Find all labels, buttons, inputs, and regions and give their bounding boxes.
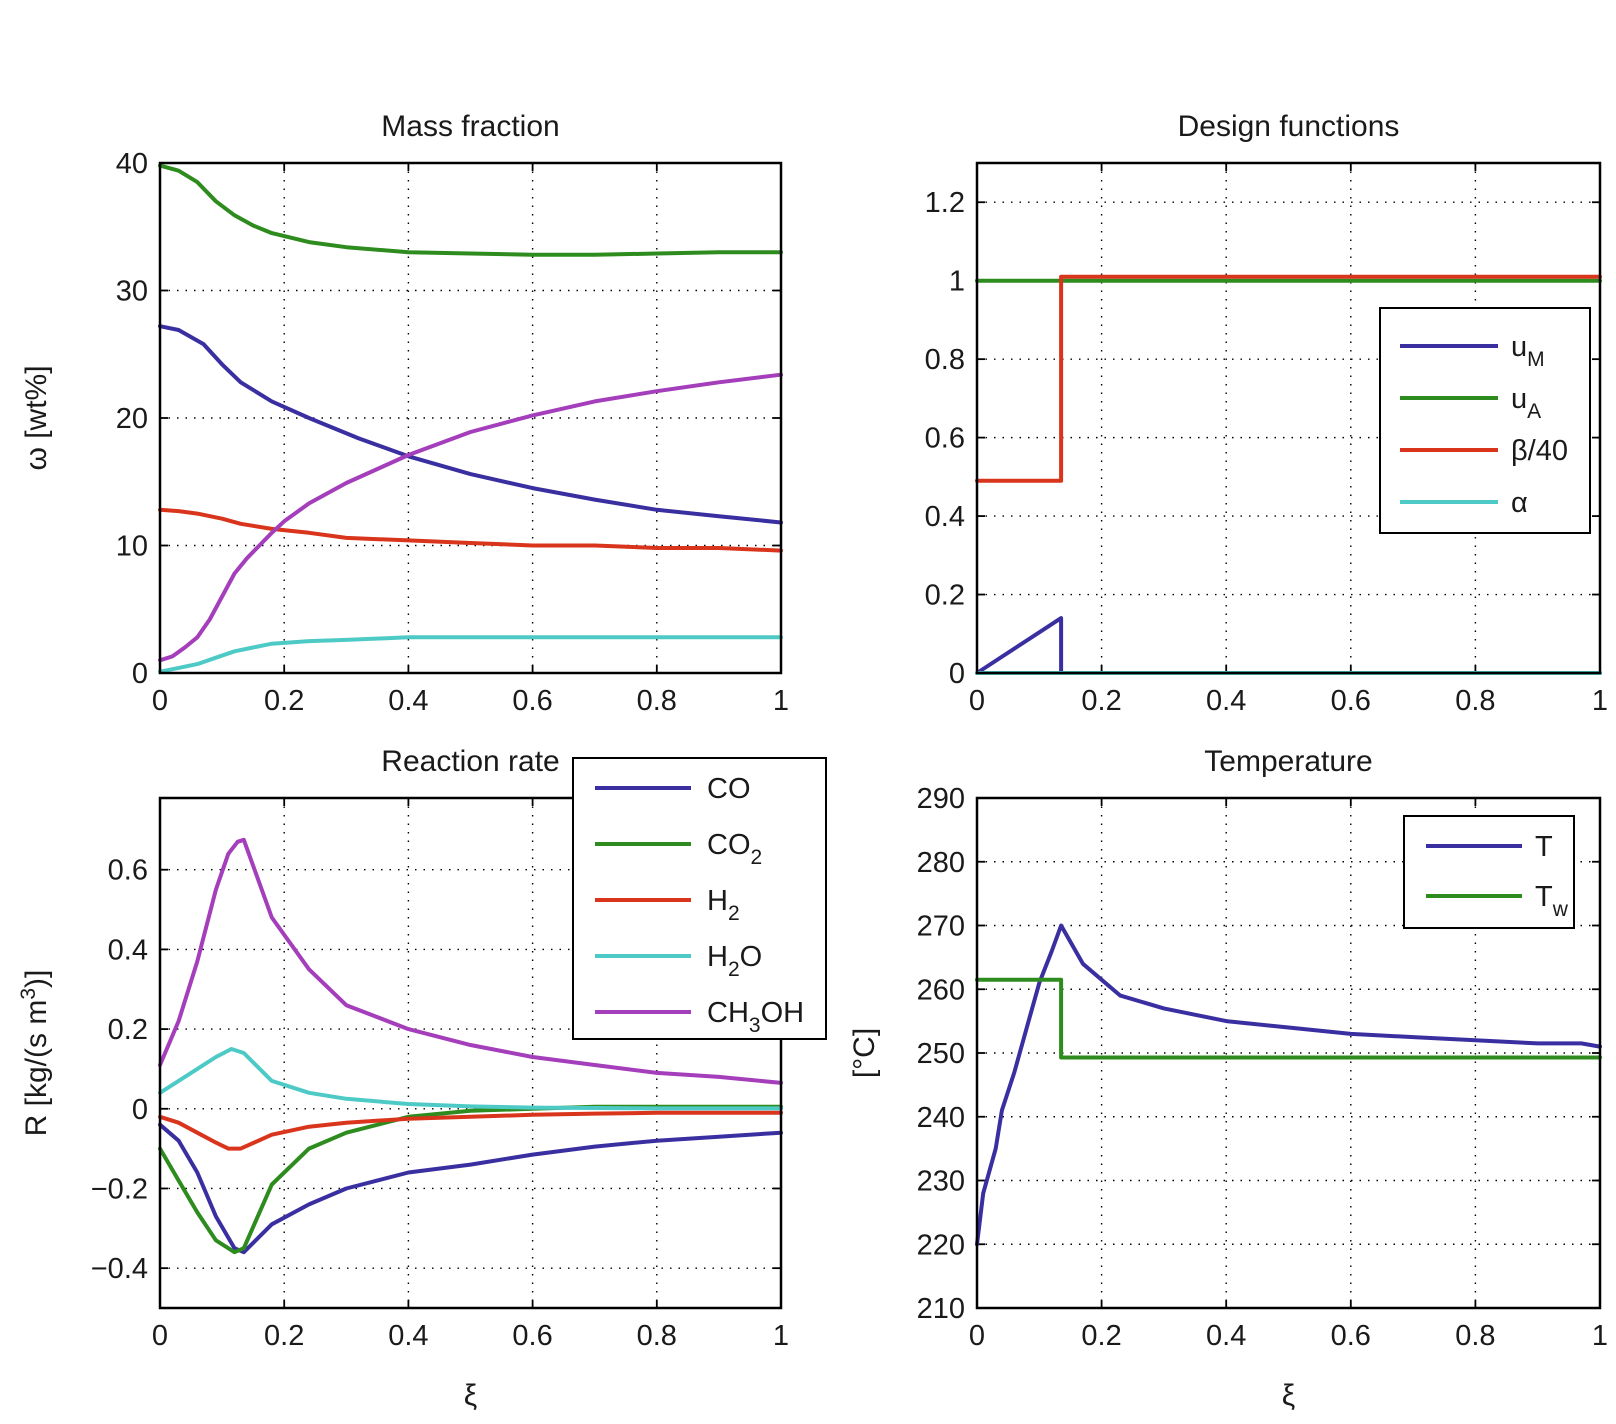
y-tick-label: 0	[132, 1094, 148, 1126]
series-line-3	[158, 507, 783, 553]
y-tick-label: 0	[949, 658, 965, 690]
series-line-1	[158, 324, 783, 525]
y-tick-label: 1	[949, 266, 965, 298]
x-tick-label: 1	[1592, 685, 1608, 717]
y-tick-label: 260	[917, 974, 965, 1006]
x-tick-label: 0.8	[1455, 1320, 1495, 1352]
plot-frame	[158, 796, 783, 1310]
x-tick-label: 0.8	[1455, 685, 1495, 717]
series-line-1	[975, 923, 1602, 1247]
series-line-4	[158, 635, 783, 674]
x-tick-label: 0.6	[1331, 685, 1371, 717]
legend-label: CO	[707, 773, 751, 805]
x-tick-label: 0	[152, 685, 168, 717]
legend-label: uA	[1511, 383, 1541, 423]
series-line-3	[158, 1110, 783, 1151]
x-axis-label: ξ	[464, 1379, 477, 1412]
y-tick-label: 30	[116, 276, 148, 308]
legend-box	[1403, 815, 1575, 929]
series-line-3	[975, 274, 1602, 483]
y-tick-label: 270	[917, 911, 965, 943]
y-tick-label: −0.4	[91, 1253, 148, 1285]
x-tick-label: 0.6	[512, 1320, 552, 1352]
x-tick-label: 1	[773, 685, 789, 717]
y-tick-label: 0.6	[925, 423, 965, 455]
series-line-4	[158, 1047, 783, 1111]
series-line-5	[158, 837, 783, 1085]
y-tick-label: 290	[917, 783, 965, 815]
x-tick-label: 0.6	[512, 685, 552, 717]
chart-2: 0 0.2 0.4 0.6 0.8 1 0 0.2 0.4 0.6 0.8 1 1.2 Design fu…	[925, 110, 1608, 717]
y-tick-label: 0.8	[925, 344, 965, 376]
x-tick-label: 1	[1592, 1320, 1608, 1352]
chart-4: 0 0.2 0.4 0.6 0.8 1 210 220 230 240 250 260 270 280 29…	[848, 745, 1608, 1412]
plot-frame	[158, 161, 783, 675]
series-line-2	[158, 1104, 783, 1255]
x-tick-label: 0.8	[637, 685, 677, 717]
y-tick-label: 250	[917, 1038, 965, 1070]
legend: T Tw	[1403, 815, 1575, 929]
y-axis-label: [°C]	[848, 1028, 881, 1078]
chart-title: Mass fraction	[381, 110, 559, 143]
y-tick-label: 280	[917, 847, 965, 879]
series-line-1	[158, 1122, 783, 1255]
y-tick-label: 0.2	[925, 580, 965, 612]
chart-title: Reaction rate	[381, 745, 559, 778]
y-tick-label: 10	[116, 531, 148, 563]
y-tick-label: 0.2	[108, 1014, 148, 1046]
x-tick-label: 0.2	[1081, 685, 1121, 717]
y-tick-label: 240	[917, 1102, 965, 1134]
x-tick-label: 0.4	[1206, 1320, 1246, 1352]
x-tick-label: 0.2	[264, 1320, 304, 1352]
y-tick-label: 0.4	[925, 501, 965, 533]
legend-label: H2O	[707, 941, 762, 981]
x-tick-label: 1	[773, 1320, 789, 1352]
x-tick-label: 0.8	[637, 1320, 677, 1352]
y-tick-label: 210	[917, 1293, 965, 1325]
legend-label: CO2	[707, 829, 762, 869]
y-tick-label: 0.6	[108, 855, 148, 887]
x-tick-label: 0	[969, 1320, 985, 1352]
legend-label: Tw	[1535, 881, 1569, 921]
plot-frame	[975, 161, 1602, 675]
x-tick-label: 0.4	[388, 1320, 428, 1352]
legend-box	[1379, 307, 1591, 534]
legend-label: T	[1535, 831, 1553, 863]
y-tick-label: 0.4	[108, 934, 148, 966]
series-line-2	[975, 977, 1602, 1060]
x-tick-label: 0.4	[1206, 685, 1246, 717]
legend-label: CH3OH	[707, 997, 804, 1037]
x-tick-label: 0	[152, 1320, 168, 1352]
legend-label: H2	[707, 885, 740, 925]
series-line-2	[158, 163, 783, 257]
y-tick-label: 0	[132, 658, 148, 690]
y-tick-label: 1.2	[925, 187, 965, 219]
y-tick-label: 40	[116, 148, 148, 180]
series-line-1	[975, 616, 1602, 675]
y-tick-label: 220	[917, 1229, 965, 1261]
x-tick-label: 0.2	[264, 685, 304, 717]
x-tick-label: 0.2	[1081, 1320, 1121, 1352]
chart-3: 0 0.2 0.4 0.6 0.8 1 −0.4 −0.2 0 0.2 0.4 0.6 Reaction…	[17, 745, 827, 1412]
y-axis-label: ω [wt%]	[20, 365, 53, 470]
x-tick-label: 0.4	[388, 685, 428, 717]
legend: CO CO2 H2 H2O CH3OH	[572, 757, 827, 1040]
y-tick-label: 20	[116, 403, 148, 435]
x-tick-label: 0.6	[1331, 1320, 1371, 1352]
y-tick-label: −0.2	[91, 1173, 148, 1205]
chart-title: Design functions	[1178, 110, 1400, 143]
legend-label: α	[1511, 487, 1528, 519]
y-tick-label: 230	[917, 1166, 965, 1198]
y-axis-label: R [kg/(s m3)]	[17, 970, 54, 1137]
x-axis-label: ξ	[1282, 1379, 1295, 1412]
chart-title: Temperature	[1204, 745, 1372, 778]
legend: uM uA β/40 α	[1379, 307, 1591, 534]
plot-frame	[975, 796, 1602, 1310]
x-tick-label: 0	[969, 685, 985, 717]
series-line-5	[158, 372, 783, 663]
legend-label: uM	[1511, 331, 1545, 371]
legend-label: β/40	[1511, 435, 1568, 467]
